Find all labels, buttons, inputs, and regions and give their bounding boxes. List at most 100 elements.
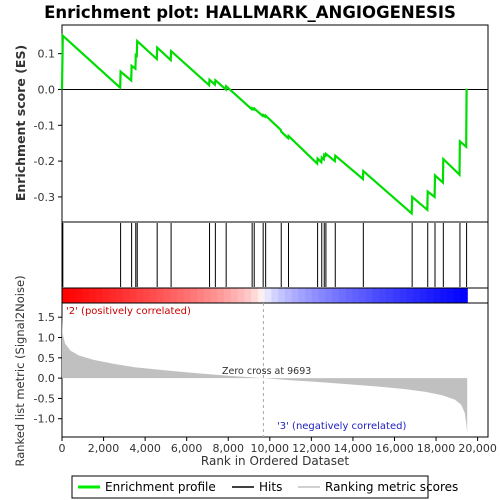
metric-ytick-label: 0.0 (38, 372, 56, 385)
color-bar-segment (149, 288, 158, 303)
color-bar-segment (386, 288, 394, 303)
color-bar-segment (251, 288, 259, 303)
color-bar-segment (237, 288, 245, 303)
color-bar-segment (210, 288, 218, 303)
color-bar-segment (338, 288, 347, 303)
xtick-label: 4,000 (129, 442, 161, 455)
xtick-label: 18,000 (417, 442, 456, 455)
color-bar-segment (264, 288, 272, 303)
color-bar-segment (419, 288, 428, 303)
legend-ranking-label: Ranking metric scores (325, 480, 458, 494)
negative-correlation-label: '3' (negatively correlated) (277, 421, 406, 432)
metric-ytick-label: -0.5 (34, 392, 55, 405)
color-bar-segment (426, 288, 435, 303)
metric-ytick-label: -1.0 (34, 413, 55, 426)
color-bar-segment (68, 288, 77, 303)
color-bar-segment (318, 288, 326, 303)
color-bar-segment (176, 288, 185, 303)
color-bar-segment (271, 288, 279, 303)
color-bar-segment (109, 288, 117, 303)
color-bar-segment (365, 288, 374, 303)
xtick-label: 20,000 (458, 442, 497, 455)
positive-correlation-label: '2' (positively correlated) (66, 306, 191, 317)
color-bar-segment (122, 288, 131, 303)
zero-cross-label: Zero cross at 9693 (222, 366, 311, 377)
es-ytick-label: -0.3 (34, 191, 55, 204)
es-ytick-label: 0.1 (38, 48, 56, 61)
legend-hits-label: Hits (259, 480, 282, 494)
color-bar-segment (170, 288, 178, 303)
legend-enrichment-label: Enrichment profile (105, 480, 216, 494)
color-bar-segment (129, 288, 137, 303)
metric-panel: 1.5 1.0 0.5 0.0 -0.5 -1.0 0 2,000 4,000 6,000 8,0… (13, 275, 497, 468)
metric-ytick-label: 1.5 (38, 311, 56, 324)
color-bar-segment (163, 288, 171, 303)
color-bar-segment (372, 288, 381, 303)
legend: Enrichment profile Hits Ranking metric s… (71, 475, 458, 499)
color-bar-segment (224, 288, 232, 303)
es-ylabel: Enrichment score (ES) (13, 45, 28, 201)
color-bar-segment (284, 288, 293, 303)
xtick-label: 6,000 (171, 442, 203, 455)
xtick-label: 12,000 (292, 442, 331, 455)
color-bar-segment (278, 288, 286, 303)
es-ytick-label: 0.0 (38, 83, 56, 96)
color-bar-segment (190, 288, 198, 303)
color-bar-segment (116, 288, 124, 303)
color-bar-segment (136, 288, 144, 303)
metric-ytick-label: 1.0 (38, 332, 56, 345)
color-bar-segment (291, 288, 299, 303)
color-bar-segment (352, 288, 360, 303)
color-bar-segment (311, 288, 320, 303)
color-bar-segment (433, 288, 441, 303)
xtick-label: 16,000 (375, 442, 414, 455)
enrichment-profile-line (60, 33, 468, 216)
xtick-label: 2,000 (88, 442, 120, 455)
color-bar-segment (89, 288, 97, 303)
es-panel: 0.1 0.0 -0.1 -0.2 -0.3 Enrichment score (ES) (13, 24, 489, 223)
color-bar-segment (406, 288, 414, 303)
color-bar-segment (230, 288, 239, 303)
color-bar-segment (62, 288, 70, 303)
color-bar-segment (156, 288, 164, 303)
color-bar-segment (332, 288, 340, 303)
xtick-label: 8,000 (212, 442, 244, 455)
color-bar-segment (298, 288, 306, 303)
es-ytick-label: -0.2 (34, 155, 55, 168)
ranking-metric-area (62, 315, 468, 433)
color-bar-segment (345, 288, 354, 303)
color-bar-segment (95, 288, 104, 303)
metric-ytick-label: 0.5 (38, 352, 56, 365)
color-bar-segment (359, 288, 367, 303)
color-bar-segment (244, 288, 252, 303)
xtick-label: 0 (59, 442, 66, 455)
color-bar-segment (392, 288, 401, 303)
es-ytick-label: -0.1 (34, 119, 55, 132)
rank-color-bar (61, 287, 489, 304)
metric-xlabel: Rank in Ordered Dataset (201, 454, 349, 468)
color-bar-segment (82, 288, 90, 303)
color-bar-segment (75, 288, 83, 303)
color-bar-segment (453, 288, 462, 303)
hits-panel-frame (61, 221, 489, 289)
color-bar-segment (257, 288, 266, 303)
color-bar-segment (143, 288, 151, 303)
color-bar-segment (197, 288, 205, 303)
color-bar-segment (325, 288, 333, 303)
color-bar-segment (379, 288, 387, 303)
hits-panel (61, 221, 489, 289)
chart-title: Enrichment plot: HALLMARK_ANGIOGENESIS (44, 3, 456, 22)
color-bar-segment (203, 288, 212, 303)
xtick-label: 10,000 (251, 442, 290, 455)
color-bar-segment (305, 288, 313, 303)
xtick-label: 14,000 (334, 442, 373, 455)
color-bar-segment (440, 288, 448, 303)
color-bar-segment (460, 288, 468, 303)
color-bar-segment (399, 288, 408, 303)
color-bar-segment (413, 288, 421, 303)
color-bar-segment (102, 288, 110, 303)
color-bar-segment (183, 288, 191, 303)
color-bar-segment (446, 288, 455, 303)
color-bar-segment (217, 288, 225, 303)
